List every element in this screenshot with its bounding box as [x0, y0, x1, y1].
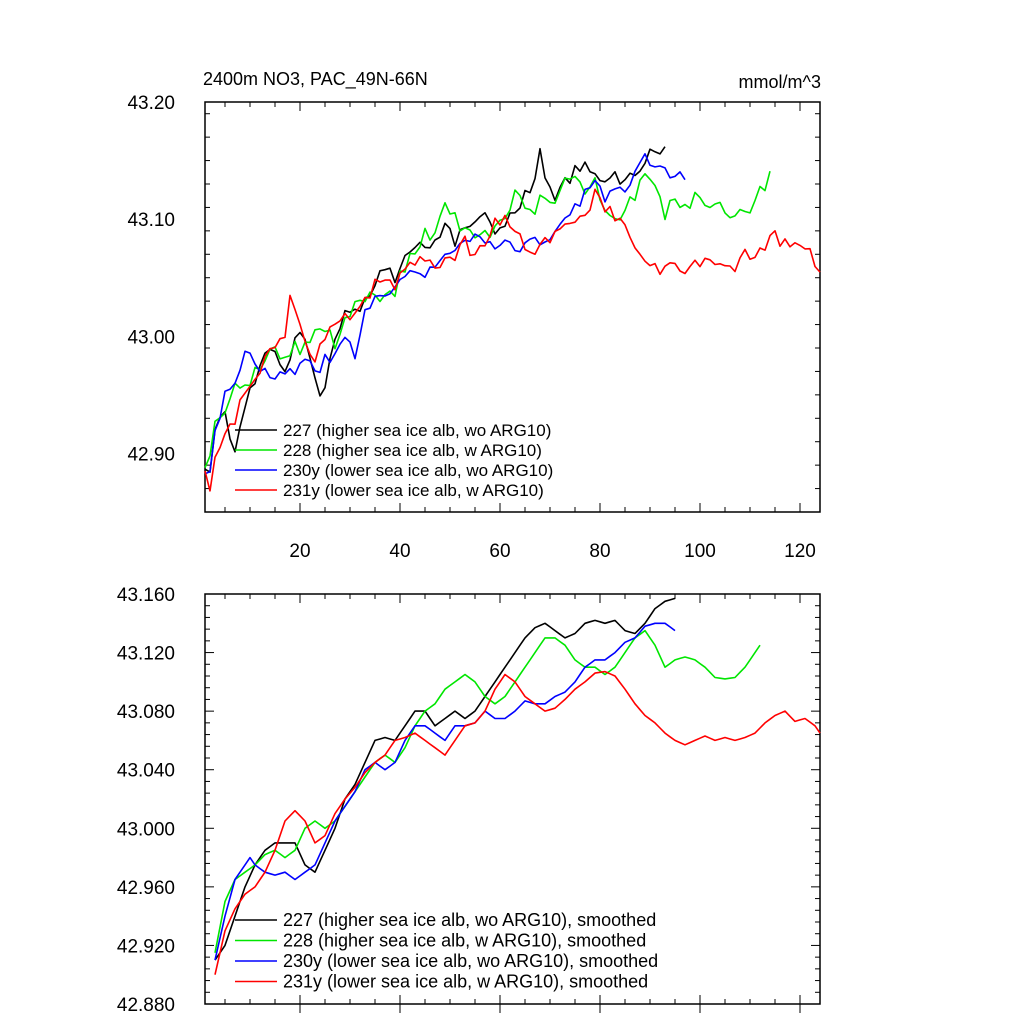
top-legend: 227 (higher sea ice alb, wo ARG10)228 (h… [235, 421, 553, 500]
series-line-227 [204, 146, 666, 473]
series-line-227 [214, 597, 676, 961]
x-tick-label: 80 [589, 541, 610, 562]
x-tick-label: 20 [289, 541, 310, 562]
y-tick-label: 42.920 [117, 936, 175, 957]
legend-label-227: 227 (higher sea ice alb, wo ARG10), smoo… [283, 910, 656, 930]
series-line-231y [214, 670, 821, 975]
legend-label-231y: 231y (lower sea ice alb, w ARG10), smoot… [283, 972, 648, 992]
y-tick-label: 43.10 [127, 210, 175, 231]
units-label: mmol/m^3 [739, 72, 821, 92]
y-tick-label: 43.160 [117, 585, 175, 606]
x-tick-label: 60 [489, 541, 510, 562]
y-tick-label: 43.000 [117, 819, 175, 840]
bottom-plot-frame [204, 593, 821, 1005]
x-tick-label: 100 [684, 541, 716, 562]
series-line-230y [214, 622, 676, 961]
legend-label-230y: 230y (lower sea ice alb, wo ARG10), smoo… [283, 951, 658, 971]
y-tick-label: 43.120 [117, 644, 175, 665]
y-tick-label: 42.880 [117, 995, 175, 1016]
legend-label-228: 228 (higher sea ice alb, w ARG10), smoot… [283, 931, 646, 951]
legend-label-228: 228 (higher sea ice alb, w ARG10) [283, 441, 542, 460]
series-line-228 [204, 171, 771, 469]
series-line-230y [204, 153, 686, 475]
series-line-231y [204, 188, 821, 492]
y-tick-label: 43.20 [127, 93, 175, 114]
y-tick-label: 43.00 [127, 327, 175, 348]
series-line-228 [214, 629, 761, 953]
top-series-lines [204, 146, 821, 492]
x-tick-label: 120 [784, 541, 816, 562]
legend-label-231y: 231y (lower sea ice alb, w ARG10) [283, 481, 544, 500]
bottom-axis-ticks: 42.880 42.920 42.960 43.000 43.040 43.080 43.1… [117, 585, 820, 1016]
chart-title: 2400m NO3, PAC_49N-66N [203, 69, 428, 90]
y-tick-label: 42.90 [127, 444, 175, 465]
y-tick-label: 43.040 [117, 761, 175, 782]
y-tick-label: 42.960 [117, 878, 175, 899]
top-axis-ticks: 20 40 60 80 100 120 42.90 43.00 43.10 43.20 [127, 93, 820, 562]
y-tick-label: 43.080 [117, 702, 175, 723]
bottom-legend: 227 (higher sea ice alb, wo ARG10), smoo… [235, 910, 658, 992]
legend-label-227: 227 (higher sea ice alb, wo ARG10) [283, 421, 551, 440]
top-plot-frame [204, 101, 821, 513]
x-tick-label: 40 [389, 541, 410, 562]
bottom-series-lines [214, 597, 821, 975]
legend-label-230y: 230y (lower sea ice alb, wo ARG10) [283, 461, 553, 480]
